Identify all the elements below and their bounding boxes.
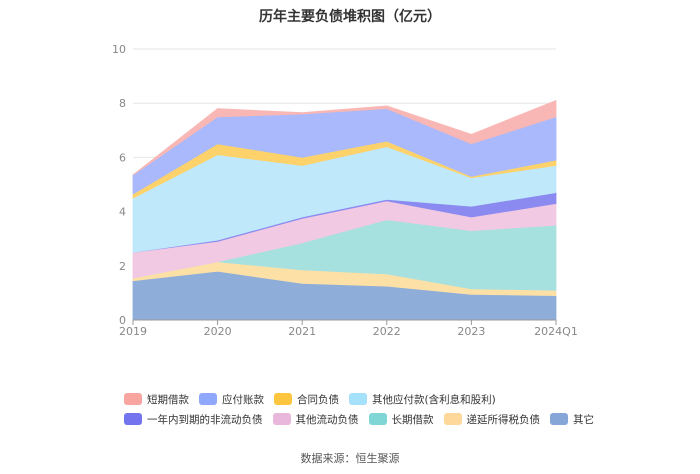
legend-label: 其它 <box>573 413 594 426</box>
legend-swatch <box>274 393 292 405</box>
legend-swatch <box>199 393 217 405</box>
legend-item[interactable]: 其他应付款(含利息和股利) <box>349 392 496 407</box>
legend-label: 其他流动负债 <box>295 413 359 426</box>
legend-swatch <box>368 413 387 425</box>
x-tick-label: 2024Q1 <box>534 325 578 338</box>
legend-swatch <box>124 393 142 405</box>
legend-item[interactable]: 合同负债 <box>274 392 339 407</box>
legend: 短期借款 应付账款 合同负债 其他应付款(含利息和股利) 一年内到期的非流动负债 其他流… <box>124 389 594 429</box>
area-series <box>132 100 557 176</box>
legend-row: 短期借款 应付账款 合同负债 其他应付款(含利息和股利) <box>124 389 594 409</box>
x-tick-label: 2020 <box>204 325 232 338</box>
data-source: 数据来源：恒生聚源 <box>300 452 400 465</box>
y-tick-label: 6 <box>119 151 126 164</box>
y-tick-label: 2 <box>119 260 126 273</box>
legend-item[interactable]: 其它 <box>550 412 594 427</box>
legend-swatch <box>272 413 291 425</box>
y-tick-label: 10 <box>112 43 126 56</box>
x-tick-label: 2019 <box>119 325 147 338</box>
legend-label: 一年内到期的非流动负债 <box>147 413 263 426</box>
legend-label: 短期借款 <box>147 393 189 406</box>
legend-item[interactable]: 递延所得税负债 <box>443 412 541 427</box>
legend-swatch <box>124 413 142 425</box>
y-tick-label: 0 <box>119 314 126 327</box>
legend-label: 其他应付款(含利息和股利) <box>372 393 496 406</box>
legend-label: 合同负债 <box>297 393 339 406</box>
legend-label: 应付账款 <box>222 393 264 406</box>
legend-item[interactable]: 应付账款 <box>199 392 264 407</box>
legend-swatch <box>349 393 367 405</box>
x-tick-label: 2021 <box>288 325 316 338</box>
legend-swatch <box>550 413 568 425</box>
legend-label: 长期借款 <box>391 413 434 426</box>
legend-swatch <box>443 413 462 425</box>
legend-row: 一年内到期的非流动负债 其他流动负债 长期借款 递延所得税负债 其它 <box>124 409 594 429</box>
legend-item[interactable]: 一年内到期的非流动负债 <box>124 412 263 427</box>
x-tick-label: 2023 <box>457 325 485 338</box>
y-tick-label: 4 <box>119 206 126 219</box>
legend-item[interactable]: 其他流动负债 <box>272 412 359 427</box>
legend-item[interactable]: 长期借款 <box>368 412 434 427</box>
chart-title: 历年主要负债堆积图（亿元） <box>259 9 441 25</box>
x-tick-label: 2022 <box>373 325 401 338</box>
legend-label: 递延所得税负债 <box>466 413 541 426</box>
y-tick-label: 8 <box>119 97 126 110</box>
legend-item[interactable]: 短期借款 <box>124 392 189 407</box>
